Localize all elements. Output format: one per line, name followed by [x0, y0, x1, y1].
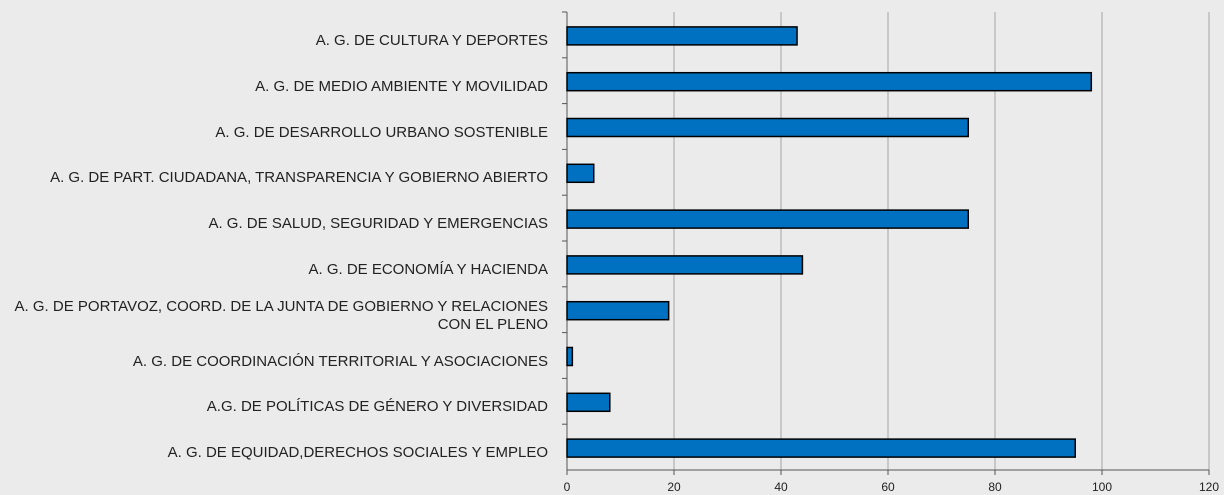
x-tick-label: 40 — [774, 480, 788, 494]
y-tick-label: A. G. DE SALUD, SEGURIDAD Y EMERGENCIAS — [208, 215, 548, 233]
bar — [566, 346, 574, 367]
bar — [566, 209, 969, 229]
y-tick-label: A. G. DE COORDINACIÓN TERRITORIAL Y ASOC… — [132, 352, 548, 370]
x-tick-label: 80 — [988, 480, 1002, 494]
x-tick-label: 60 — [881, 480, 895, 494]
bar — [566, 392, 611, 413]
y-tick-label: A. G. DE MEDIO AMBIENTE Y MOVILIDAD — [255, 77, 548, 95]
bar — [566, 26, 798, 46]
y-tick-label: A. G. DE EQUIDAD,DERECHOS SOCIALES Y EMP… — [167, 444, 548, 462]
y-tick-label: A. G. DE PORTAVOZ, COORD. DE LA JUNTA DE… — [14, 297, 548, 333]
x-tick-label: 120 — [1199, 480, 1219, 494]
x-tick-label: 20 — [667, 480, 681, 494]
y-tick-label: A. G. DE ECONOMÍA Y HACIENDA — [308, 260, 548, 278]
x-tick-label: 100 — [1092, 480, 1112, 494]
bar — [566, 163, 595, 184]
y-tick-label: A.G. DE POLÍTICAS DE GÉNERO Y DIVERSIDAD — [206, 398, 548, 416]
bar — [566, 438, 1076, 458]
x-tick-label: 0 — [564, 480, 571, 494]
bar — [566, 300, 670, 321]
y-tick-label: A. G. DE DESARROLLO URBANO SOSTENIBLE — [215, 123, 548, 141]
bar — [566, 71, 1093, 92]
y-tick-label: A. G. DE CULTURA Y DEPORTES — [315, 31, 548, 49]
bar — [566, 117, 969, 138]
y-tick-label: A. G. DE PART. CIUDADANA, TRANSPARENCIA … — [50, 169, 548, 187]
bar — [566, 255, 804, 275]
